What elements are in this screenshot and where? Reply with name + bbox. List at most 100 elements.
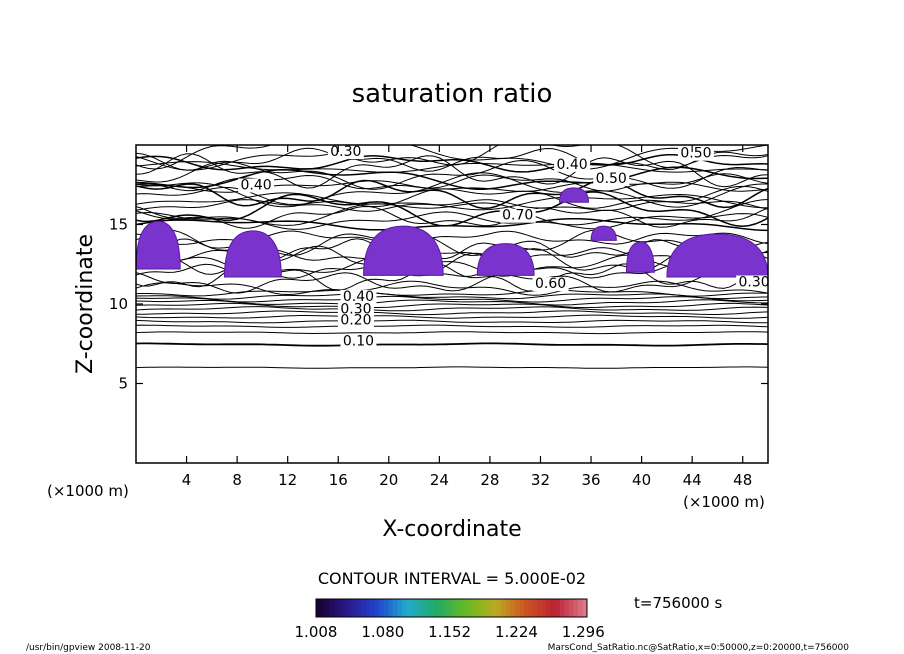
colorbar-cell [568, 599, 574, 617]
colorbar-cell [419, 599, 425, 617]
contour-line [136, 342, 768, 347]
supersaturation-region [363, 225, 444, 276]
colorbar-cell [456, 599, 462, 617]
colorbar-cell [356, 599, 362, 617]
x-tick-label: 36 [581, 471, 600, 489]
supersaturation-region [476, 243, 535, 276]
contour-label: 0.50 [680, 146, 711, 162]
x-tick-label: 16 [329, 471, 348, 489]
colorbar-cell [460, 599, 466, 617]
contour-label-bg [238, 178, 275, 193]
colorbar-cell [446, 599, 452, 617]
chart-title: saturation ratio [352, 79, 553, 109]
contour-line [136, 180, 768, 193]
colorbar-tick-label: 1.008 [295, 623, 338, 641]
contour-line [136, 271, 768, 294]
colorbar-cell [338, 599, 344, 617]
contour-label: 0.30 [330, 144, 361, 160]
contour-line [136, 292, 768, 300]
y-axis-label: Z-coordinate [73, 234, 98, 374]
colorbar-cell [379, 599, 385, 617]
colorbar-cell [510, 599, 516, 617]
colorbar-cell [532, 599, 538, 617]
contour-line [136, 153, 768, 189]
colorbar-cell [505, 599, 511, 617]
colorbar-cell [573, 599, 579, 617]
supersaturation-shading [136, 187, 768, 278]
colorbar-cell [474, 599, 480, 617]
x-tick-label: 4 [182, 471, 192, 489]
x-tick-label: 32 [531, 471, 550, 489]
colorbar-cell [501, 599, 507, 617]
contour-label-bg [340, 334, 377, 349]
colorbar-cell [424, 599, 430, 617]
contour-line [136, 280, 768, 296]
colorbar-cell [451, 599, 457, 617]
contour-line [136, 178, 768, 210]
contour-label-bg [340, 289, 377, 304]
supersaturation-region [590, 225, 617, 241]
colorbar-cell [410, 599, 416, 617]
colorbar-cell [329, 599, 335, 617]
contour-line [136, 199, 768, 226]
colorbar-cell [541, 599, 547, 617]
contour-label: 0.40 [556, 157, 587, 173]
contour-line [136, 331, 768, 335]
contour-line [136, 306, 768, 312]
contour-label: 0.10 [343, 333, 374, 349]
colorbar-cell [523, 599, 529, 617]
colorbar-cell [334, 599, 340, 617]
colorbar-cell [577, 599, 583, 617]
colorbar-cell [365, 599, 371, 617]
colorbar-tick-label: 1.296 [562, 623, 605, 641]
colorbar-cell [388, 599, 394, 617]
contour-line [136, 145, 768, 170]
contour-label: 0.20 [340, 313, 371, 329]
x-tick-label: 20 [379, 471, 398, 489]
colorbar-cell [478, 599, 484, 617]
colorbar [316, 599, 588, 617]
supersaturation-region [223, 230, 282, 278]
supersaturation-region [558, 187, 590, 203]
colorbar-cell [361, 599, 367, 617]
contour-line [136, 314, 768, 319]
contour-label: 0.50 [596, 171, 627, 187]
colorbar-cell [496, 599, 502, 617]
colorbar-cell [383, 599, 389, 617]
x-tick-label: 8 [232, 471, 242, 489]
contour-labels: 0.300.400.500.40 0.500.700.60 0.300.400.30… [238, 144, 773, 349]
contour-label: 0.40 [240, 178, 271, 194]
contour-label-bg [499, 208, 536, 223]
contour-line [136, 324, 768, 328]
contour-label-bg [532, 277, 569, 292]
colorbar-cell [433, 599, 439, 617]
colorbar-cell [564, 599, 570, 617]
colorbar-cell [514, 599, 520, 617]
colorbar-cell [442, 599, 448, 617]
colorbar-frame [315, 598, 588, 618]
contour-line [136, 191, 768, 227]
contour-line [136, 366, 768, 369]
colorbar-cell [406, 599, 412, 617]
colorbar-cell [374, 599, 380, 617]
y-tick-label: 15 [109, 216, 128, 234]
plot-area: 0.300.400.500.40 0.500.700.60 0.300.400.30… [135, 144, 773, 464]
contour-line [136, 295, 768, 303]
contour-line [136, 172, 768, 208]
colorbar-cell [537, 599, 543, 617]
contour-line [136, 166, 768, 190]
y-tick-label: 10 [109, 295, 128, 313]
x-tick-label: 48 [733, 471, 752, 489]
colorbar-cell [370, 599, 376, 617]
colorbar-cell [428, 599, 434, 617]
colorbar-tick-label: 1.080 [361, 623, 404, 641]
x-tick-label: 28 [480, 471, 499, 489]
contour-label-bg [677, 146, 714, 161]
colorbar-cell [555, 599, 561, 617]
x-tick-label: 24 [430, 471, 449, 489]
x-axis-label: X-coordinate [382, 517, 521, 542]
colorbar-cell [492, 599, 498, 617]
colorbar-cell [483, 599, 489, 617]
supersaturation-region [666, 233, 768, 278]
y-tick-label: 5 [118, 375, 128, 393]
